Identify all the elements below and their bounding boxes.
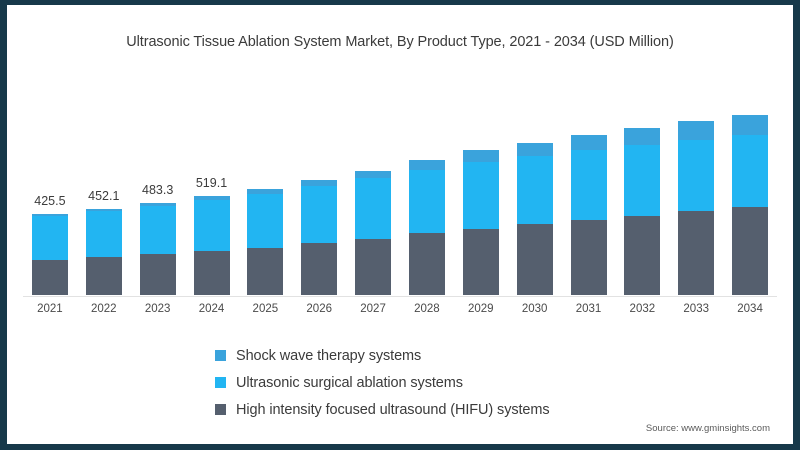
legend-item[interactable]: Shock wave therapy systems (215, 342, 550, 369)
bar-segment[interactable] (31, 214, 68, 217)
bar-segment[interactable] (301, 243, 338, 295)
x-tick-2031: 2031 (575, 303, 602, 315)
bar-segment[interactable] (570, 219, 607, 295)
bar-segment[interactable] (85, 209, 122, 212)
bar-value-label: 452.1 (88, 189, 120, 204)
frame-border-top (0, 0, 800, 5)
bar-segment[interactable] (462, 150, 499, 162)
bar-stack[interactable] (301, 180, 338, 295)
source-attribution: Source: www.gminsights.com (645, 423, 770, 434)
x-tick-2028: 2028 (414, 303, 440, 315)
bar-stack[interactable] (462, 150, 499, 295)
bar-stack[interactable] (732, 114, 769, 295)
x-tick-2030: 2030 (521, 303, 548, 315)
bar-segment[interactable] (355, 178, 392, 239)
bar-segment[interactable] (301, 180, 338, 187)
bar-stack[interactable] (355, 170, 392, 295)
bar-segment[interactable] (624, 215, 661, 295)
x-tick-2022: 2022 (90, 303, 117, 315)
bar-stack[interactable]: 483.3 (139, 183, 176, 295)
chart-inner-area: Ultrasonic Tissue Ablation System Market… (7, 5, 793, 444)
bar-segment[interactable] (516, 142, 553, 156)
bar-segment[interactable] (570, 149, 607, 220)
bar-segment[interactable] (247, 188, 284, 194)
x-tick-2032: 2032 (629, 303, 656, 315)
bar-segment[interactable] (570, 134, 607, 150)
bar-segment[interactable] (408, 169, 445, 234)
bar-segment[interactable] (139, 254, 176, 295)
bar-segment[interactable] (247, 193, 284, 248)
bar-stack[interactable]: 519.1 (193, 176, 230, 295)
bar-segment[interactable] (301, 186, 338, 244)
legend-swatch-icon (215, 350, 226, 361)
legend-swatch-icon (215, 404, 226, 415)
plot-area: 425.5 452.1 483.3 519.1 (23, 90, 777, 295)
bar-segment[interactable] (85, 211, 122, 258)
legend-item-label: Ultrasonic surgical ablation systems (236, 374, 463, 391)
bar-segment[interactable] (355, 170, 392, 179)
legend-item-label: High intensity focused ultrasound (HIFU)… (236, 401, 550, 418)
bar-segment[interactable] (678, 121, 715, 140)
bar-stack[interactable] (247, 188, 284, 295)
bar-segment[interactable] (193, 251, 230, 295)
bar-segment[interactable] (31, 259, 68, 295)
bar-segment[interactable] (462, 228, 499, 295)
x-axis-baseline (23, 296, 777, 297)
bar-stack[interactable]: 452.1 (85, 189, 122, 295)
bar-segment[interactable] (624, 127, 661, 145)
legend-item-label: Shock wave therapy systems (236, 347, 422, 364)
x-tick-2023: 2023 (144, 303, 171, 315)
legend-swatch-icon (215, 377, 226, 388)
bar-segment[interactable] (31, 216, 68, 260)
chart-legend: Shock wave therapy systems Ultrasonic sur… (215, 342, 550, 423)
x-tick-2026: 2026 (306, 303, 332, 315)
legend-item[interactable]: Ultrasonic surgical ablation systems (215, 369, 550, 396)
frame-border-right (793, 0, 800, 450)
bar-segment[interactable] (85, 257, 122, 295)
bar-segment[interactable] (732, 114, 769, 136)
bar-segment[interactable] (408, 160, 445, 170)
bar-segment[interactable] (193, 196, 230, 201)
bar-segment[interactable] (247, 247, 284, 295)
x-tick-2033: 2033 (683, 303, 709, 315)
x-tick-2024: 2024 (198, 303, 225, 315)
page-title: Ultrasonic Tissue Ablation System Market… (126, 34, 674, 50)
frame-border-bottom (0, 444, 800, 450)
frame-border-left (0, 0, 7, 450)
bar-segment[interactable] (732, 135, 769, 208)
bar-segment[interactable] (139, 203, 176, 207)
x-tick-2021: 2021 (37, 303, 63, 315)
bar-segment[interactable] (732, 207, 769, 295)
x-tick-2027: 2027 (360, 303, 386, 315)
bar-value-label: 425.5 (34, 194, 66, 209)
bar-segment[interactable] (193, 200, 230, 252)
bar-stack[interactable] (570, 134, 607, 295)
bar-stack[interactable] (516, 142, 553, 295)
bar-segment[interactable] (139, 206, 176, 255)
x-tick-2025: 2025 (252, 303, 279, 315)
bar-segment[interactable] (355, 238, 392, 295)
bar-stack[interactable]: 425.5 (31, 194, 68, 295)
bar-stack[interactable] (624, 127, 661, 295)
bar-segment[interactable] (678, 139, 715, 212)
bar-segment[interactable] (408, 233, 445, 295)
bar-stack[interactable] (678, 121, 715, 295)
bar-segment[interactable] (462, 161, 499, 229)
bar-value-label: 483.3 (142, 183, 174, 198)
legend-item[interactable]: High intensity focused ultrasound (HIFU)… (215, 396, 550, 423)
bar-stack[interactable] (408, 160, 445, 295)
x-tick-2034: 2034 (737, 303, 763, 315)
bar-segment[interactable] (624, 144, 661, 216)
x-tick-2029: 2029 (467, 303, 494, 315)
bar-value-label: 519.1 (195, 176, 228, 191)
bar-segment[interactable] (516, 155, 553, 225)
bar-segment[interactable] (516, 224, 553, 295)
bar-segment[interactable] (678, 211, 715, 295)
